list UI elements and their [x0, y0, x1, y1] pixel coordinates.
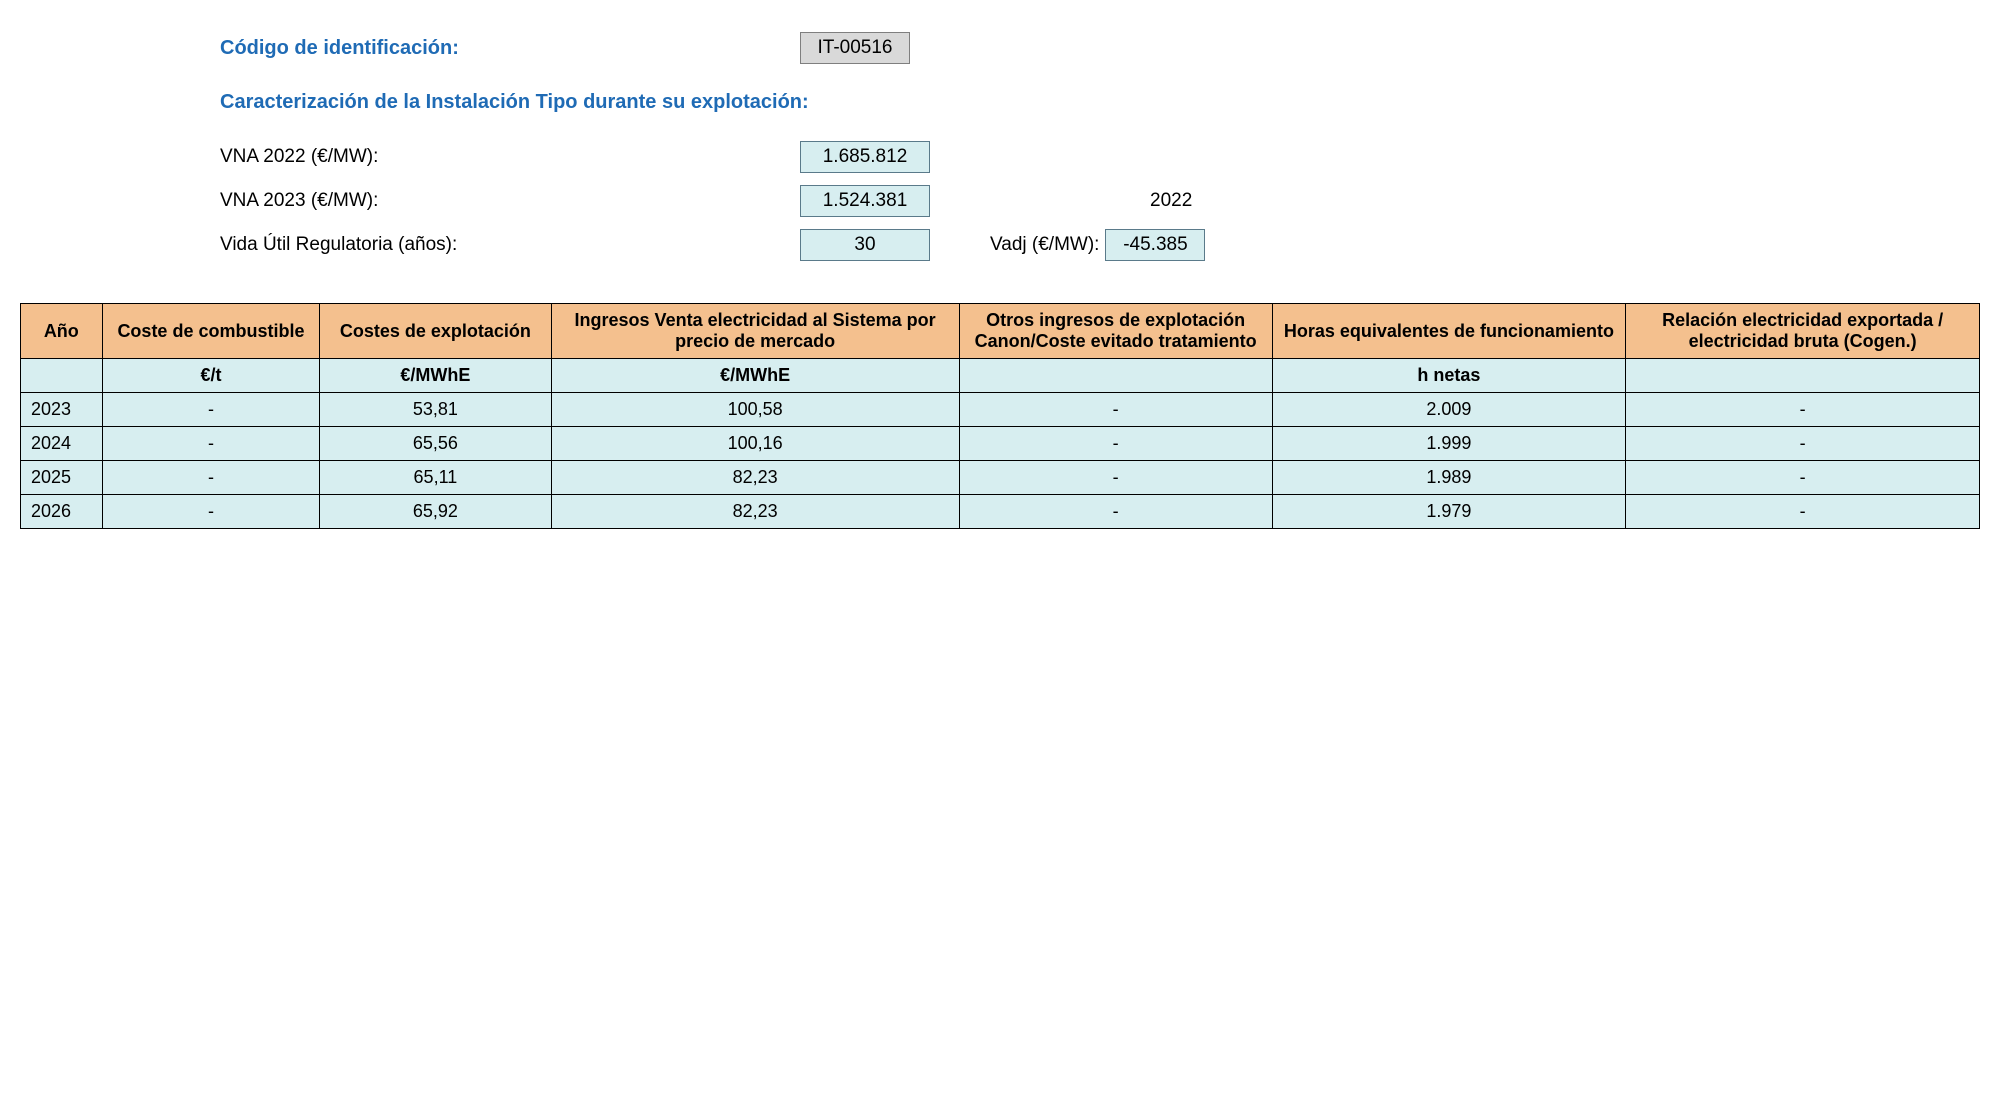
- col-header-income: Ingresos Venta electricidad al Sistema p…: [551, 304, 959, 359]
- cell: 53,81: [320, 393, 551, 427]
- cell: 100,58: [551, 393, 959, 427]
- cell: -: [959, 393, 1272, 427]
- vadj-label: Vadj (€/MW):: [990, 234, 1099, 256]
- cell: -: [1626, 495, 1980, 529]
- cell-year: 2025: [21, 461, 103, 495]
- unit-year: [21, 359, 103, 393]
- cell: -: [102, 393, 320, 427]
- vna2022-row: VNA 2022 (€/MW): 1.685.812: [220, 139, 1980, 175]
- col-header-fuel: Coste de combustible: [102, 304, 320, 359]
- cell: -: [102, 461, 320, 495]
- header-block: Código de identificación: IT-00516 Carac…: [220, 30, 1980, 263]
- vadj-value: -45.385: [1105, 229, 1205, 261]
- section-title: Caracterización de la Instalación Tipo d…: [220, 91, 1980, 114]
- cell: 1.999: [1272, 427, 1626, 461]
- unit-ratio: [1626, 359, 1980, 393]
- vida-util-label: Vida Útil Regulatoria (años):: [220, 234, 800, 256]
- table-row: 2023-53,81100,58-2.009-: [21, 393, 1980, 427]
- table-row: 2025-65,1182,23-1.989-: [21, 461, 1980, 495]
- vna2022-value: 1.685.812: [800, 141, 930, 173]
- vna2023-value: 1.524.381: [800, 185, 930, 217]
- cell-year: 2026: [21, 495, 103, 529]
- cell-year: 2023: [21, 393, 103, 427]
- col-header-ratio: Relación electricidad exportada / electr…: [1626, 304, 1980, 359]
- unit-income: €/MWhE: [551, 359, 959, 393]
- cell: 2.009: [1272, 393, 1626, 427]
- cell: -: [959, 427, 1272, 461]
- vna2023-label: VNA 2023 (€/MW):: [220, 190, 800, 212]
- cell: -: [1626, 461, 1980, 495]
- cell: 65,92: [320, 495, 551, 529]
- vna2022-label: VNA 2022 (€/MW):: [220, 146, 800, 168]
- cell: -: [1626, 427, 1980, 461]
- cell: -: [959, 461, 1272, 495]
- cell: -: [1626, 393, 1980, 427]
- unit-hours: h netas: [1272, 359, 1626, 393]
- cell: 65,11: [320, 461, 551, 495]
- table-header-row: Año Coste de combustible Costes de explo…: [21, 304, 1980, 359]
- col-header-year: Año: [21, 304, 103, 359]
- cell: 82,23: [551, 495, 959, 529]
- vna2023-row: VNA 2023 (€/MW): 1.524.381 2022: [220, 183, 1980, 219]
- col-header-opex: Costes de explotación: [320, 304, 551, 359]
- cell: 1.989: [1272, 461, 1626, 495]
- unit-fuel: €/t: [102, 359, 320, 393]
- cell: 1.979: [1272, 495, 1626, 529]
- cell: 82,23: [551, 461, 959, 495]
- year-2022-label: 2022: [1150, 190, 1192, 212]
- cell: -: [102, 427, 320, 461]
- cell: -: [959, 495, 1272, 529]
- unit-opex: €/MWhE: [320, 359, 551, 393]
- vida-util-value: 30: [800, 229, 930, 261]
- units-row: €/t €/MWhE €/MWhE h netas: [21, 359, 1980, 393]
- cell: 65,56: [320, 427, 551, 461]
- col-header-other: Otros ingresos de explotación Canon/Cost…: [959, 304, 1272, 359]
- cell: 100,16: [551, 427, 959, 461]
- vida-util-row: Vida Útil Regulatoria (años): 30 Vadj (€…: [220, 227, 1980, 263]
- data-table: Año Coste de combustible Costes de explo…: [20, 303, 1980, 529]
- id-label: Código de identificación:: [220, 37, 800, 60]
- unit-other: [959, 359, 1272, 393]
- cell: -: [102, 495, 320, 529]
- id-value-box: IT-00516: [800, 32, 910, 64]
- id-row: Código de identificación: IT-00516: [220, 30, 1980, 66]
- table-body: €/t €/MWhE €/MWhE h netas 2023-53,81100,…: [21, 359, 1980, 529]
- cell-year: 2024: [21, 427, 103, 461]
- table-row: 2024-65,56100,16-1.999-: [21, 427, 1980, 461]
- col-header-hours: Horas equivalentes de funcionamiento: [1272, 304, 1626, 359]
- table-row: 2026-65,9282,23-1.979-: [21, 495, 1980, 529]
